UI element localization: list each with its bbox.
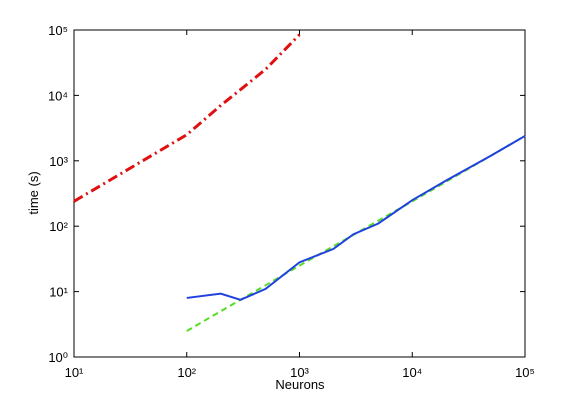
plot-frame xyxy=(73,29,526,358)
y-tick-label: 10⁰ xyxy=(48,350,68,365)
x-tick-label: 10⁴ xyxy=(402,365,422,380)
y-tick-label: 10¹ xyxy=(49,285,68,300)
series-line xyxy=(186,135,526,301)
y-axis-label: time (s) xyxy=(26,171,41,214)
y-tick-label: 10³ xyxy=(49,154,68,169)
y-tick-label: 10² xyxy=(49,219,68,234)
x-tick-label: 10² xyxy=(177,365,196,380)
y-tick-label: 10⁴ xyxy=(48,88,68,103)
x-tick-label: 10¹ xyxy=(65,365,84,380)
x-tick-label: 10³ xyxy=(290,365,309,380)
x-axis-label: Neurons xyxy=(275,377,325,392)
x-tick-label: 10⁵ xyxy=(515,365,535,380)
y-tick-label: 10⁵ xyxy=(48,23,68,38)
series-line xyxy=(73,33,301,203)
